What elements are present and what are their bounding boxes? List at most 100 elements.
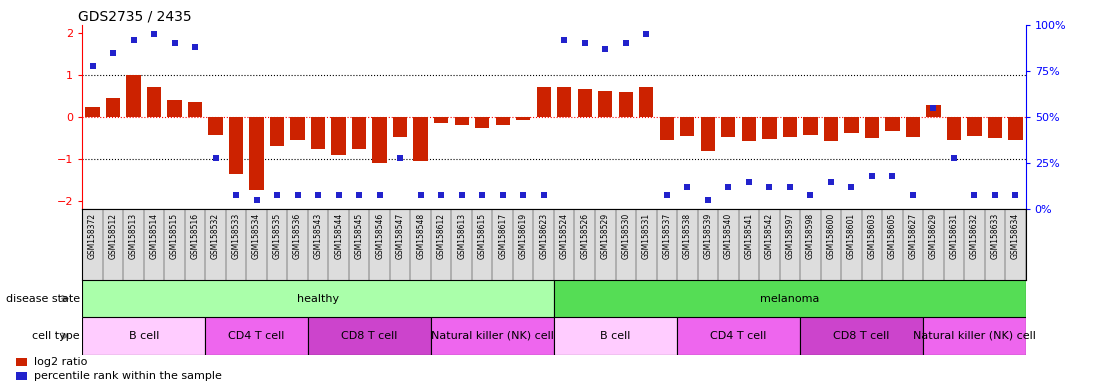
Bar: [126, 75, 140, 117]
Point: [617, 40, 634, 46]
Bar: [824, 117, 838, 141]
Bar: [680, 117, 694, 136]
Text: B cell: B cell: [128, 331, 159, 341]
Point: [904, 192, 921, 198]
Text: GSM158598: GSM158598: [806, 213, 815, 259]
Point: [371, 192, 388, 198]
Bar: [331, 117, 346, 155]
Bar: [270, 117, 284, 146]
Point: [227, 192, 245, 198]
Text: GSM158531: GSM158531: [642, 213, 651, 259]
Text: melanoma: melanoma: [760, 293, 819, 304]
Text: healthy: healthy: [297, 293, 339, 304]
Text: Natural killer (NK) cell: Natural killer (NK) cell: [913, 331, 1036, 341]
Text: GSM158534: GSM158534: [252, 213, 261, 259]
Text: GSM158512: GSM158512: [109, 213, 117, 259]
Point: [720, 184, 737, 190]
Point: [83, 63, 101, 69]
Bar: [701, 117, 715, 151]
Bar: [496, 117, 510, 126]
Bar: [82, 317, 205, 355]
Point: [453, 192, 471, 198]
Bar: [352, 117, 366, 149]
Bar: [105, 98, 121, 117]
Bar: [393, 117, 407, 137]
Text: cell type: cell type: [33, 331, 80, 341]
Point: [248, 197, 265, 203]
Text: CD8 T cell: CD8 T cell: [341, 331, 397, 341]
Point: [883, 173, 901, 179]
Point: [946, 155, 963, 161]
Bar: [16, 372, 27, 380]
Bar: [659, 117, 674, 140]
Point: [597, 46, 614, 52]
Text: GSM158617: GSM158617: [498, 213, 507, 259]
Bar: [640, 87, 654, 117]
Text: GSM158629: GSM158629: [929, 213, 938, 259]
Bar: [742, 117, 756, 141]
Text: GSM158530: GSM158530: [621, 213, 631, 259]
Text: GSM158623: GSM158623: [540, 213, 548, 259]
Text: GSM158536: GSM158536: [293, 213, 302, 259]
Text: GSM158546: GSM158546: [375, 213, 384, 259]
Point: [514, 192, 532, 198]
Text: GSM158516: GSM158516: [191, 213, 200, 259]
Bar: [308, 317, 431, 355]
Bar: [208, 117, 223, 135]
Text: GSM158605: GSM158605: [887, 213, 897, 259]
Text: GSM158601: GSM158601: [847, 213, 856, 259]
Bar: [475, 117, 489, 127]
Point: [309, 192, 327, 198]
Bar: [677, 317, 800, 355]
Bar: [947, 117, 961, 140]
Bar: [249, 117, 263, 190]
Bar: [906, 117, 920, 137]
Text: GSM158612: GSM158612: [437, 213, 445, 259]
Bar: [82, 280, 554, 317]
Bar: [16, 358, 27, 366]
Bar: [434, 117, 449, 123]
Bar: [414, 117, 428, 161]
Point: [842, 184, 860, 190]
Point: [822, 179, 839, 185]
Bar: [782, 117, 798, 137]
Text: GSM158524: GSM158524: [559, 213, 568, 259]
Text: GSM158538: GSM158538: [682, 213, 692, 259]
Text: GSM158372: GSM158372: [88, 213, 97, 259]
Bar: [762, 117, 777, 139]
Bar: [987, 117, 1003, 138]
Point: [350, 192, 367, 198]
Bar: [554, 280, 1026, 317]
Point: [925, 105, 942, 111]
Text: GSM158548: GSM158548: [416, 213, 426, 259]
Text: GSM158539: GSM158539: [703, 213, 712, 259]
Bar: [924, 317, 1026, 355]
Text: GSM158613: GSM158613: [457, 213, 466, 259]
Point: [781, 184, 799, 190]
Text: GSM158541: GSM158541: [745, 213, 754, 259]
Text: Natural killer (NK) cell: Natural killer (NK) cell: [431, 331, 554, 341]
Bar: [557, 87, 572, 117]
Bar: [721, 117, 735, 137]
Bar: [454, 117, 468, 125]
Point: [330, 192, 348, 198]
Text: GSM158543: GSM158543: [314, 213, 323, 259]
Bar: [1008, 117, 1022, 140]
Bar: [845, 117, 859, 133]
Point: [863, 173, 881, 179]
Bar: [619, 92, 633, 117]
Point: [125, 36, 143, 43]
Text: GSM158540: GSM158540: [724, 213, 733, 259]
Text: GSM158532: GSM158532: [211, 213, 220, 259]
Bar: [554, 317, 677, 355]
Text: GSM158600: GSM158600: [826, 213, 835, 259]
Bar: [431, 317, 554, 355]
Bar: [229, 117, 244, 174]
Text: GSM158631: GSM158631: [949, 213, 959, 259]
Text: GSM158514: GSM158514: [149, 213, 159, 259]
Bar: [373, 117, 387, 163]
Point: [207, 155, 225, 161]
Point: [637, 31, 655, 37]
Point: [432, 192, 450, 198]
Bar: [291, 117, 305, 140]
